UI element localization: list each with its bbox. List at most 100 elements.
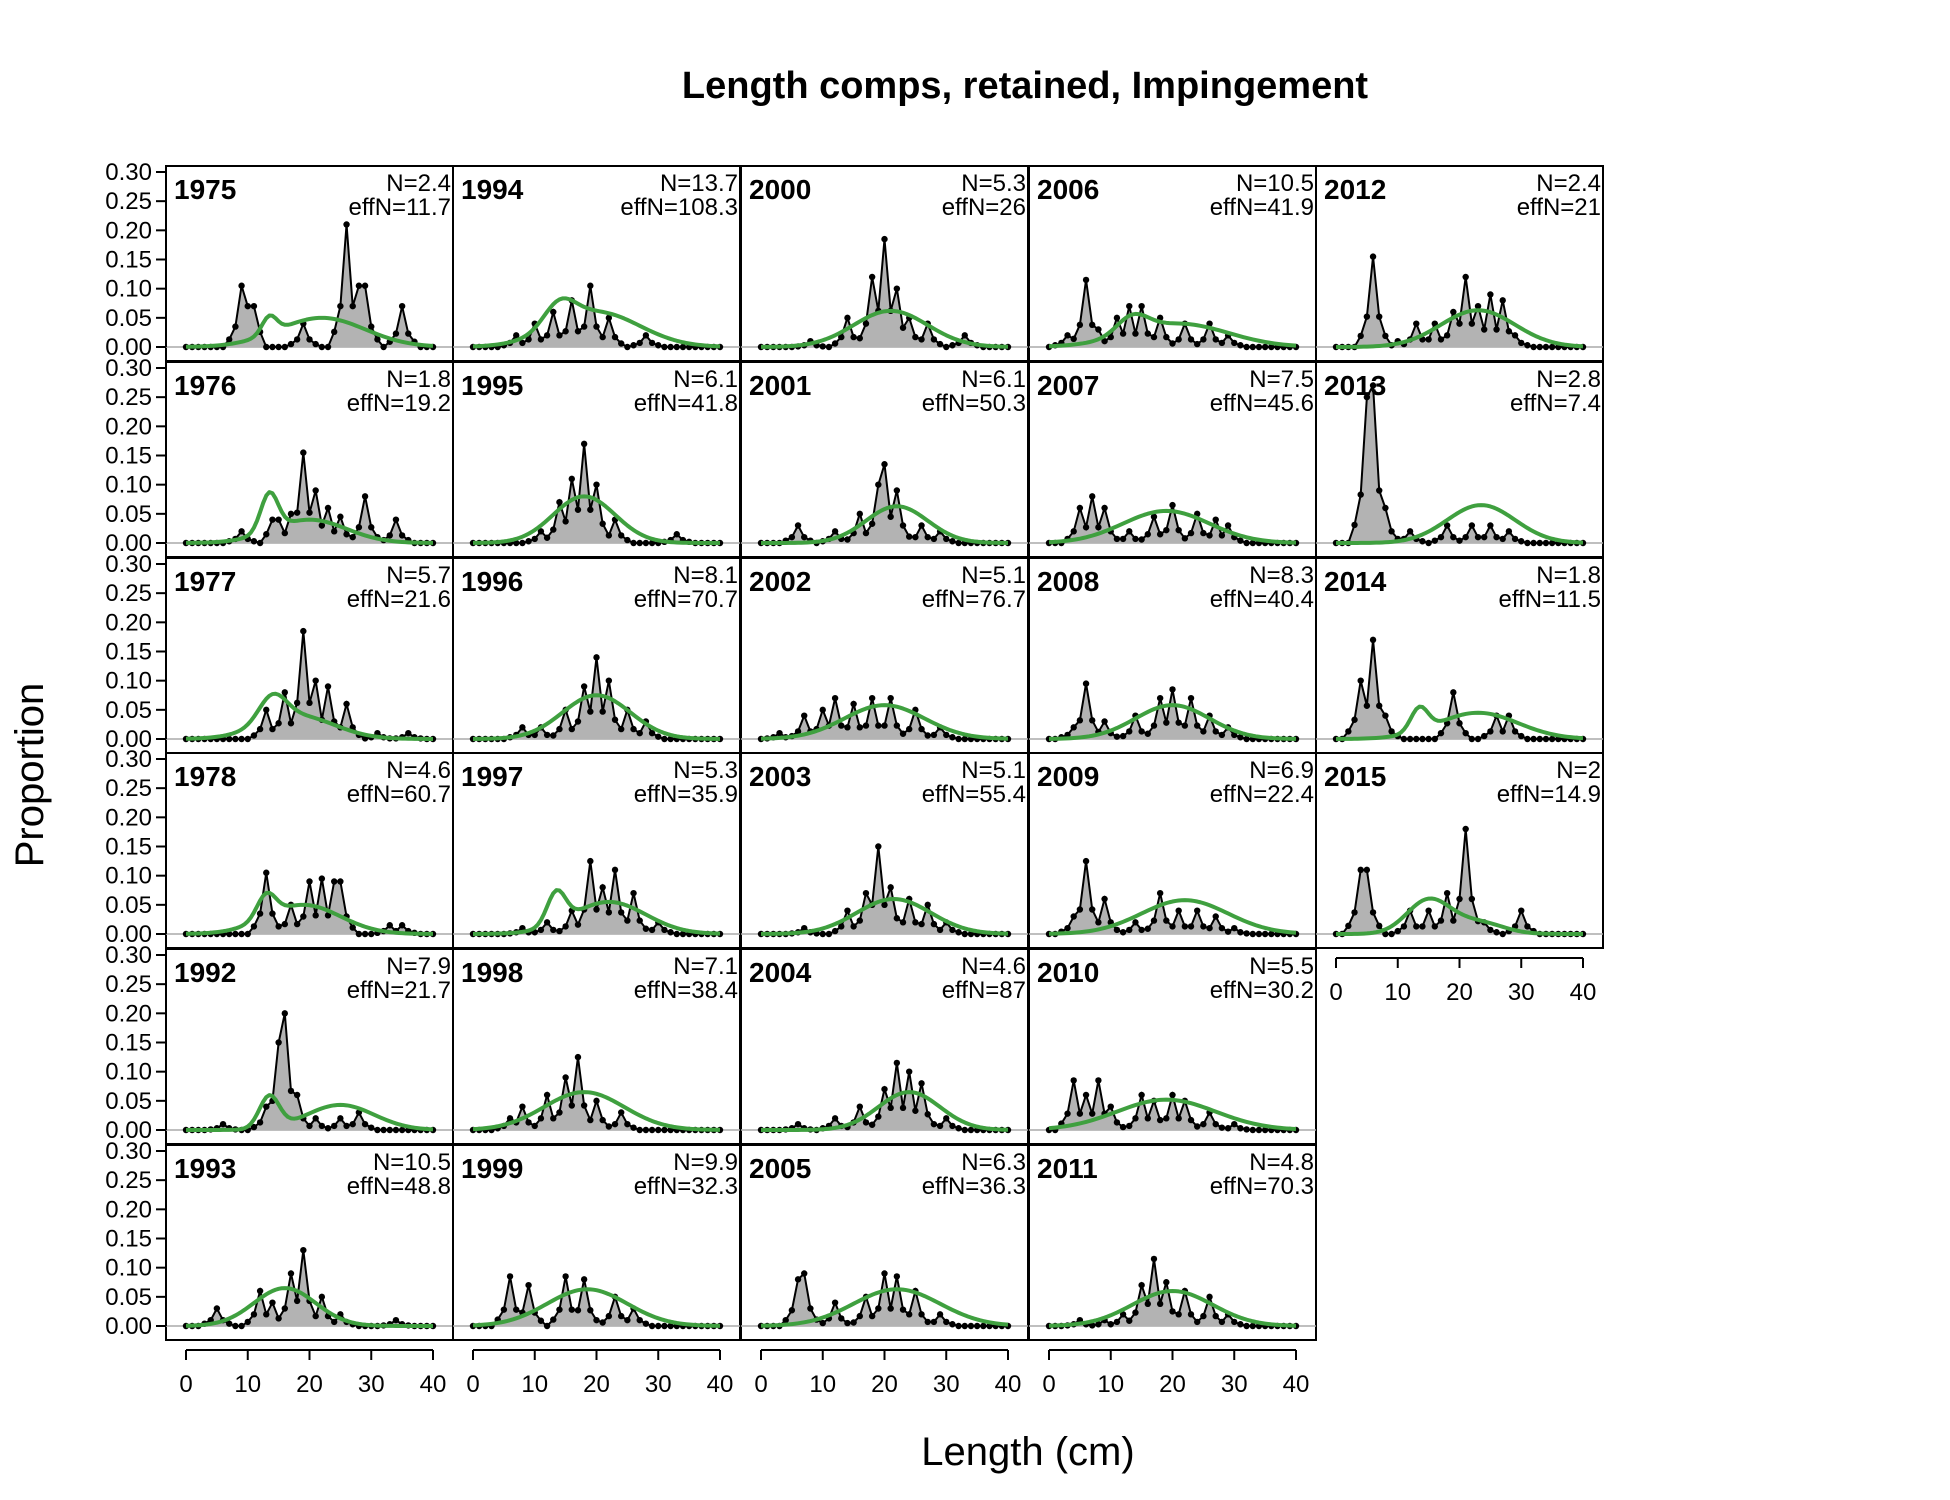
observed-point	[881, 1270, 888, 1277]
observed-point	[1070, 1077, 1077, 1084]
observed-point	[568, 475, 575, 483]
observed-point	[537, 926, 545, 934]
y-tick-label: 0.20	[105, 413, 152, 440]
observed-point	[250, 302, 258, 310]
panel-n-label: N=4.8	[1249, 1149, 1314, 1176]
observed-point	[1126, 728, 1133, 735]
observed-point	[655, 342, 662, 349]
panel-year-label: 1976	[174, 370, 236, 401]
observed-point	[887, 694, 894, 702]
observed-point	[844, 314, 851, 322]
observed-point	[1243, 930, 1250, 937]
observed-area	[473, 443, 720, 543]
observed-point	[868, 1121, 876, 1128]
observed-point	[1400, 735, 1408, 743]
observed-point	[324, 504, 332, 512]
observed-point	[1249, 539, 1256, 547]
observed-point	[1064, 1110, 1071, 1117]
observed-point	[1357, 866, 1364, 874]
observed-area	[186, 1250, 433, 1326]
observed-point	[1249, 930, 1256, 938]
observed-point	[1243, 539, 1250, 547]
observed-point	[776, 729, 783, 737]
observed-point	[1218, 731, 1226, 739]
expected-line	[760, 1287, 1009, 1328]
observed-point	[875, 1305, 882, 1312]
observed-point	[1175, 1115, 1182, 1122]
observed-point	[537, 528, 545, 535]
expected-line	[185, 490, 434, 545]
observed-point	[1194, 722, 1201, 729]
observed-point	[1369, 382, 1377, 389]
observed-point	[648, 926, 656, 934]
observed-point	[838, 333, 845, 341]
panel-n-label: N=6.1	[961, 366, 1026, 393]
observed-point	[368, 323, 375, 330]
observed-point	[1487, 926, 1494, 934]
observed-point	[250, 732, 258, 739]
observed-point	[1487, 728, 1494, 735]
observed-point	[355, 282, 363, 289]
observed-point	[1181, 722, 1189, 729]
observed-area	[473, 861, 720, 934]
x-tick-label: 30	[358, 1371, 385, 1398]
observed-point	[263, 706, 270, 714]
observed-point	[875, 481, 882, 488]
observed-point	[380, 343, 387, 351]
observed-point	[1406, 735, 1414, 743]
y-tick-label: 0.05	[105, 305, 152, 332]
panel-effn-label: effN=26	[942, 194, 1026, 221]
observed-point	[361, 493, 369, 500]
observed-point	[1163, 1279, 1170, 1286]
observed-point	[1462, 729, 1469, 737]
observed-point	[1138, 536, 1145, 543]
observed-point	[1474, 735, 1482, 743]
observed-point	[1187, 694, 1195, 702]
expected-line	[1335, 704, 1584, 741]
observed-point	[618, 1312, 625, 1320]
observed-point	[636, 339, 643, 347]
observed-point	[881, 1085, 888, 1093]
observed-point	[611, 1120, 619, 1128]
observed-point	[226, 1320, 233, 1327]
observed-point	[562, 518, 569, 525]
observed-point	[556, 332, 563, 339]
observed-point	[519, 339, 526, 347]
observed-point	[1224, 928, 1232, 935]
observed-point	[1113, 1318, 1121, 1326]
observed-point	[1119, 330, 1127, 337]
x-tick-label: 40	[1283, 1371, 1310, 1398]
observed-point	[287, 720, 295, 727]
expected-line	[1048, 508, 1297, 545]
observed-point	[1070, 335, 1077, 343]
observed-point	[1255, 343, 1263, 351]
observed-point	[924, 1111, 931, 1118]
observed-point	[624, 536, 631, 544]
y-tick-label: 0.30	[105, 942, 152, 969]
observed-point	[1089, 717, 1096, 724]
observed-point	[256, 1119, 264, 1126]
observed-point	[343, 531, 350, 538]
observed-point	[1126, 926, 1133, 934]
observed-point	[630, 725, 637, 733]
observed-point	[1070, 913, 1077, 920]
observed-point	[611, 716, 619, 723]
panel-n-label: N=7.9	[386, 953, 451, 980]
expected-line	[472, 1287, 721, 1328]
observed-point	[1138, 1091, 1145, 1099]
observed-point	[1376, 313, 1383, 320]
x-tick-label: 30	[933, 1371, 960, 1398]
observed-point	[312, 912, 319, 919]
observed-point	[1518, 732, 1525, 740]
observed-point	[1382, 332, 1389, 340]
observed-point	[899, 324, 907, 331]
observed-area	[761, 1273, 1008, 1326]
observed-point	[293, 509, 301, 516]
observed-point	[543, 731, 551, 739]
panel-effn-label: effN=11.5	[1498, 586, 1601, 613]
observed-point	[587, 1307, 594, 1314]
observed-point	[550, 308, 557, 316]
observed-point	[1237, 1125, 1244, 1132]
observed-point	[1175, 907, 1182, 914]
observed-point	[543, 919, 551, 926]
